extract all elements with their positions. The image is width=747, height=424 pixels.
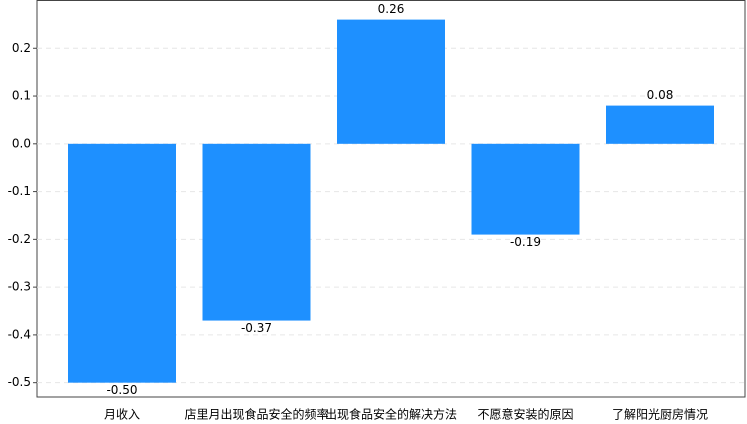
x-tick-label: 月收入	[104, 408, 140, 422]
bar	[471, 143, 580, 235]
value-label: -0.19	[510, 235, 541, 249]
y-tick-label: -0.5	[8, 375, 31, 389]
plot-frame	[36, 0, 746, 398]
value-label: 0.26	[378, 2, 405, 16]
bar	[202, 143, 311, 321]
y-tick-label: -0.1	[8, 184, 31, 198]
value-label: -0.37	[241, 321, 272, 335]
y-tick-label: 0.1	[12, 89, 31, 103]
bar	[337, 19, 445, 144]
x-tick-label: 了解阳光厨房情况	[612, 407, 708, 422]
bar	[606, 105, 714, 144]
bar	[68, 143, 176, 383]
x-tick-label: 出现食品安全的解决方法	[325, 407, 457, 422]
y-tick-label: -0.2	[8, 232, 31, 246]
y-tick-label: -0.3	[8, 280, 31, 294]
y-tick-label: 0.0	[12, 136, 31, 150]
value-label: 0.08	[647, 88, 674, 102]
x-tick-label: 店里月出现食品安全的频率	[184, 407, 328, 422]
y-tick-label: -0.4	[8, 327, 31, 341]
y-tick-label: 0.2	[12, 41, 31, 55]
x-tick-label: 不愿意安装的原因	[477, 407, 573, 422]
value-label: -0.50	[106, 383, 137, 397]
